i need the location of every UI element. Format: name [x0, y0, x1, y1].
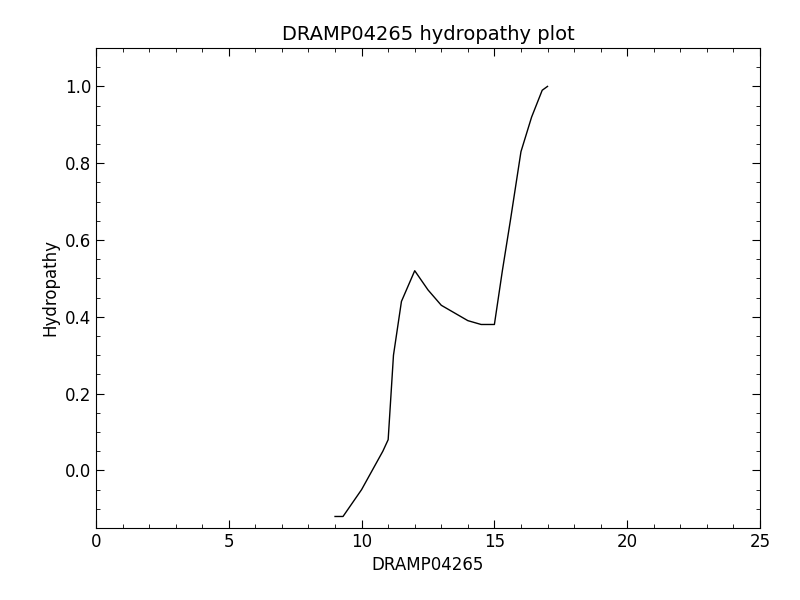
Title: DRAMP04265 hydropathy plot: DRAMP04265 hydropathy plot [282, 25, 574, 44]
Y-axis label: Hydropathy: Hydropathy [42, 239, 59, 337]
X-axis label: DRAMP04265: DRAMP04265 [372, 556, 484, 574]
